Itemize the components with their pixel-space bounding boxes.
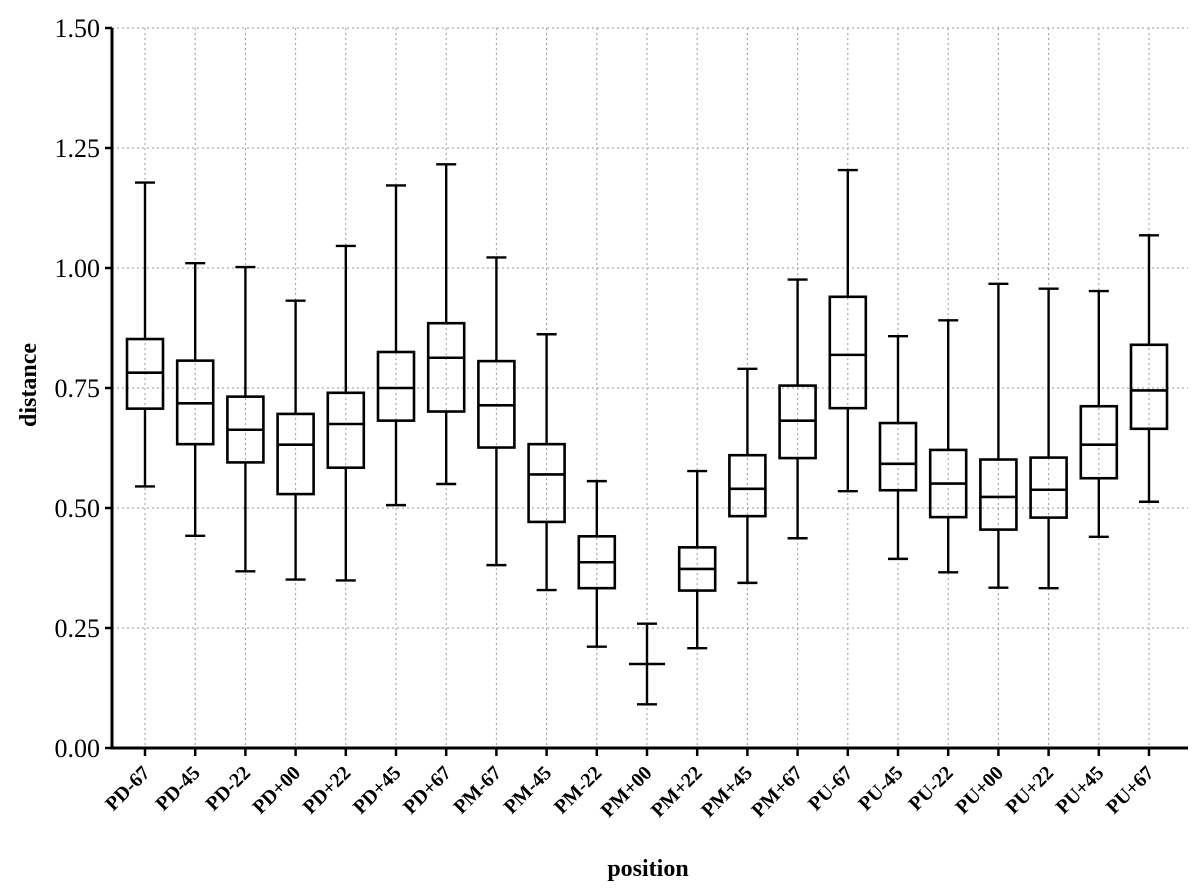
x-tick-label: PU+67 [1102,762,1159,819]
box-PM+67 [778,278,817,540]
x-tick-label: PM-67 [450,762,506,818]
x-tick-labels: PD-67PD-45PD-22PD+00PD+22PD+45PD+67PM-67… [101,762,1158,822]
box-PM-67 [477,256,516,567]
x-tick-label: PU-67 [804,762,857,815]
iqr-box [1079,404,1119,480]
x-tick-label: PD+67 [399,762,456,819]
box-PD+22 [326,244,366,582]
box-PD-22 [226,265,265,573]
iqr-box [878,421,918,492]
iqr-box [326,391,366,469]
box-PD+67 [426,163,466,486]
box-PM-22 [577,479,617,648]
box-PM+45 [728,367,767,585]
box-PU+22 [1029,287,1068,590]
x-tick-label: PD-22 [202,762,255,815]
iqr-box [828,295,868,410]
box-PD+00 [276,299,315,581]
x-tick-label: PU+45 [1052,762,1109,819]
iqr-box [1029,456,1068,519]
x-tick-label: PD+00 [249,762,306,819]
box-PU+67 [1129,234,1169,503]
x-tick-label: PD+22 [299,762,356,819]
x-axis-title: position [607,856,688,882]
box-PU-67 [828,168,868,493]
iqr-box [426,321,466,413]
box-PM-45 [527,333,566,592]
axes [105,26,1188,756]
x-tick-label: PM+67 [747,762,807,822]
x-tick-label: PU+22 [1002,762,1059,819]
x-tick-label: PM+00 [597,762,657,822]
box-PU-22 [928,319,968,574]
x-tick-label: PM+45 [697,762,757,822]
y-tick-label: 0.50 [55,494,101,523]
grid-lines [112,27,1188,748]
y-tick-label: 1.00 [55,254,101,283]
box-PU+45 [1079,289,1119,538]
x-tick-label: PU-45 [854,762,907,815]
y-axis-title: distance [16,343,42,427]
x-tick-label: PM-22 [550,762,606,818]
y-tick-labels: 0.00 0.25 0.50 0.75 1.00 1.25 1.50 [55,14,101,763]
iqr-box [276,412,315,496]
box-PU+00 [979,282,1018,589]
box-PU-45 [878,334,918,561]
x-tick-label: PD-45 [151,762,204,815]
box-PD-67 [125,181,165,488]
x-tick-label: PU+00 [951,762,1008,819]
x-tick-label: PU-22 [904,762,957,815]
x-tick-label: PM+22 [647,762,707,822]
boxes-layer [125,163,1169,706]
x-tick-label: PD+45 [349,762,406,819]
y-tick-label: 0.75 [55,374,101,403]
iqr-box [728,453,767,518]
box-PD-45 [175,262,215,538]
x-tick-label: PD-67 [101,762,154,815]
iqr-box [376,350,416,422]
iqr-box [527,442,566,524]
box-PM+22 [677,469,717,650]
x-tick-label: PM-45 [500,762,556,818]
iqr-box [979,458,1018,531]
box-PD+45 [376,184,416,507]
y-tick-label: 0.25 [55,614,101,643]
box-PM+00 [629,622,665,706]
y-tick-label: 1.25 [55,134,101,163]
iqr-box [1129,343,1169,431]
y-tick-label: 1.50 [55,14,101,43]
y-tick-label: 0.00 [55,734,101,763]
